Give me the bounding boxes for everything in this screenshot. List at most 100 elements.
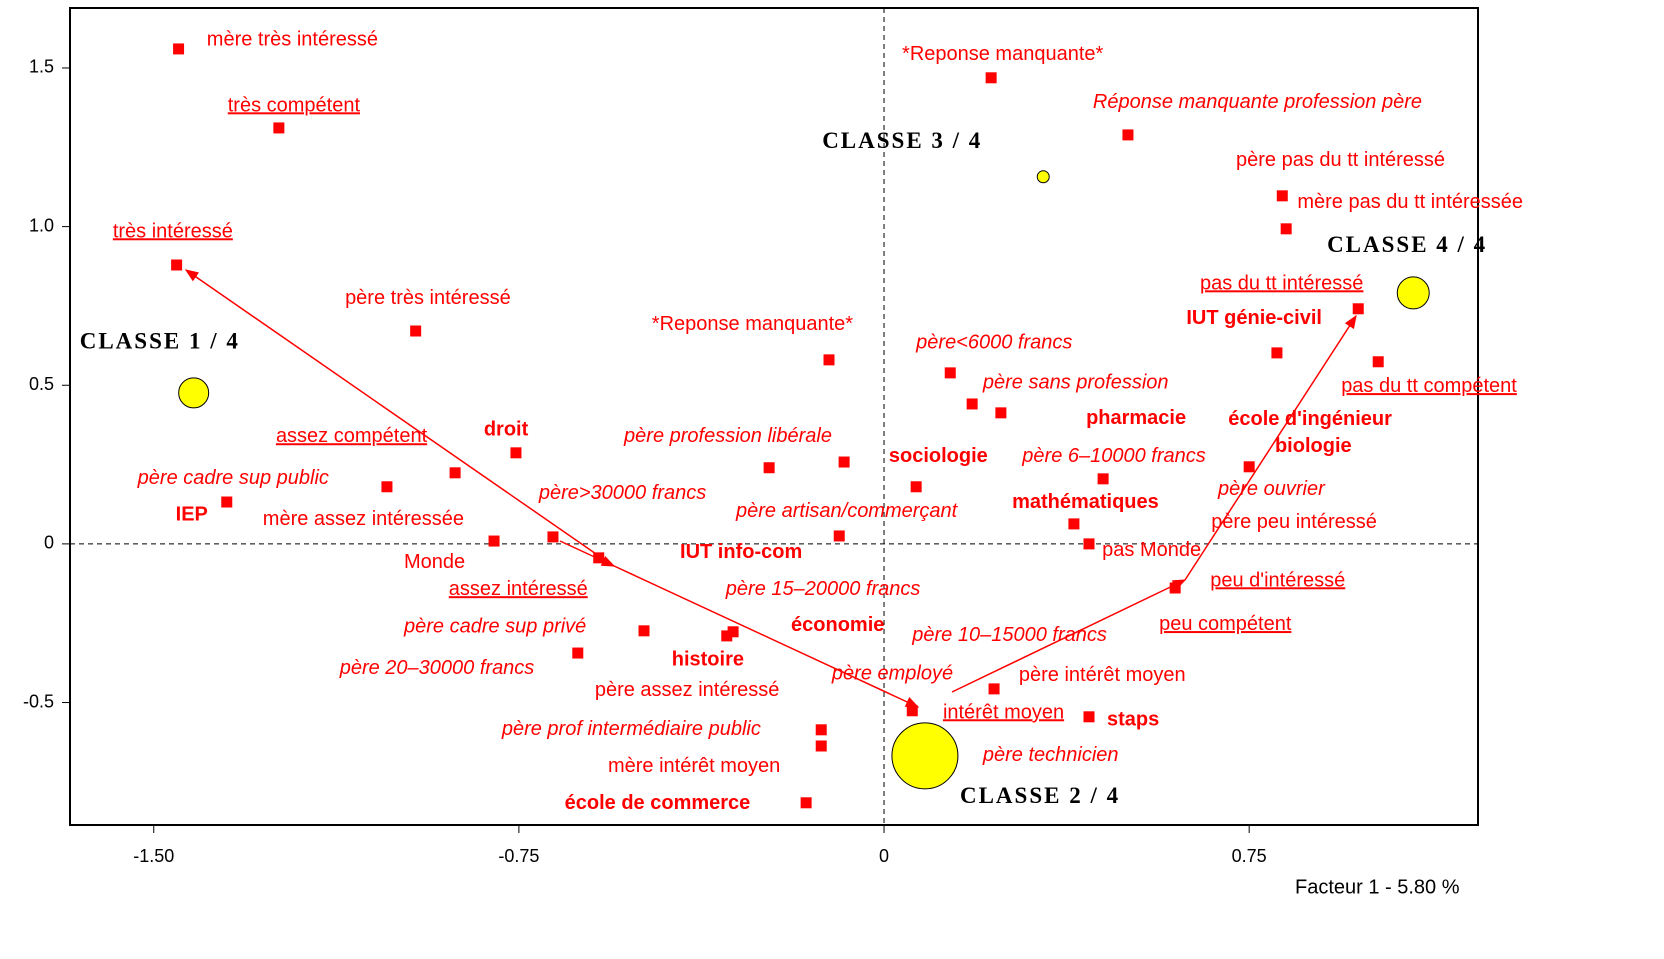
class-bubble <box>1396 276 1430 310</box>
point-label: très compétent <box>228 94 361 116</box>
point <box>1243 461 1255 473</box>
marks <box>70 8 1478 825</box>
point <box>1068 518 1080 530</box>
point-label: IUT génie-civil <box>1186 307 1322 329</box>
plot-frame <box>69 7 1479 826</box>
y-tick-label: 0.5 <box>29 374 54 394</box>
point <box>273 122 285 134</box>
point <box>638 625 650 637</box>
point-label: pas Monde <box>1102 539 1201 561</box>
point <box>815 724 827 736</box>
point <box>1083 538 1095 550</box>
class-label: CLASSE 2 / 4 <box>960 783 1120 808</box>
point-label: père peu intéressé <box>1211 511 1377 533</box>
point <box>410 325 422 337</box>
point-label: *Reponse manquante* <box>652 313 853 335</box>
point-label: économie <box>791 614 884 636</box>
class-label: CLASSE 3 / 4 <box>822 128 982 153</box>
y-tick-label: 0 <box>44 533 54 553</box>
point-label: père sans profession <box>982 371 1169 393</box>
point <box>1097 473 1109 485</box>
point-label: père technicien <box>982 744 1119 766</box>
point-label: père 10–15000 francs <box>911 624 1107 646</box>
point <box>1122 129 1134 141</box>
point <box>449 467 461 479</box>
point-label: père employé <box>831 662 953 684</box>
point-label: mère assez intéressée <box>263 508 464 530</box>
point-label: père<6000 francs <box>915 331 1072 353</box>
class-bubble <box>178 377 210 409</box>
point-label: *Reponse manquante* <box>902 43 1103 65</box>
point <box>488 535 500 547</box>
point-label: IUT info-com <box>680 541 802 563</box>
point <box>823 354 835 366</box>
point <box>1271 347 1283 359</box>
point <box>173 43 185 55</box>
class-bubble <box>891 722 959 790</box>
point-label: très intéressé <box>113 220 233 242</box>
point-label: pas du tt intéressé <box>1200 272 1363 294</box>
arrow <box>1184 314 1357 581</box>
point-label: père>30000 francs <box>538 482 706 504</box>
point-label: père profession libérale <box>623 425 832 447</box>
point-label: père artisan/commerçant <box>735 500 959 522</box>
point <box>727 626 739 638</box>
point-label: père 6–10000 francs <box>1021 445 1205 467</box>
point <box>815 740 827 752</box>
point <box>906 705 918 717</box>
point-label: père intérêt moyen <box>1019 664 1186 686</box>
point <box>221 496 233 508</box>
point <box>966 398 978 410</box>
point-label: école de commerce <box>565 792 751 814</box>
point-label: peu d'intéressé <box>1210 569 1345 591</box>
point <box>1372 356 1384 368</box>
point <box>910 481 922 493</box>
x-tick-label: 0.75 <box>1232 846 1267 866</box>
point <box>1280 223 1292 235</box>
arrow <box>184 269 613 566</box>
point <box>833 530 845 542</box>
point-label: peu compétent <box>1159 613 1292 635</box>
point-label: père 20–30000 francs <box>339 657 535 679</box>
point-label: père prof intermédiaire public <box>501 718 761 740</box>
point <box>985 72 997 84</box>
point-label: mathématiques <box>1012 491 1159 513</box>
point-label: mère pas du tt intéressée <box>1297 191 1523 213</box>
point-label: droit <box>484 418 529 440</box>
point <box>572 647 584 659</box>
y-tick-label: 1.5 <box>29 57 54 77</box>
point <box>593 552 605 564</box>
arrow <box>611 564 920 708</box>
x-tick-label: -0.75 <box>498 846 539 866</box>
point-label: mère intérêt moyen <box>608 755 780 777</box>
point-label: staps <box>1107 708 1159 730</box>
point-label: père 15–20000 francs <box>725 578 921 600</box>
x-tick-label: -1.50 <box>133 846 174 866</box>
point-label: histoire <box>672 648 744 670</box>
y-tick-label: -0.5 <box>23 691 54 711</box>
x-axis-label: Facteur 1 - 5.80 % <box>1295 876 1460 898</box>
point-label: Réponse manquante profession père <box>1093 91 1422 113</box>
point <box>1083 711 1095 723</box>
class-bubble <box>1036 170 1050 184</box>
point-label: école d'ingénieur <box>1228 408 1392 430</box>
point-label: père assez intéressé <box>595 679 780 701</box>
point-label: assez compétent <box>276 425 428 447</box>
arrow <box>951 579 1187 693</box>
point <box>381 481 393 493</box>
point <box>171 259 183 271</box>
point <box>1276 190 1288 202</box>
point <box>944 367 956 379</box>
y-tick-label: 1.0 <box>29 215 54 235</box>
point-label: père cadre sup public <box>137 467 329 489</box>
point <box>510 447 522 459</box>
point-label: IEP <box>176 503 208 525</box>
point <box>995 407 1007 419</box>
point <box>1352 303 1364 315</box>
point-label: pas du tt compétent <box>1341 375 1517 397</box>
point-label: pharmacie <box>1086 407 1186 429</box>
point <box>721 630 733 642</box>
point <box>838 456 850 468</box>
point <box>800 797 812 809</box>
